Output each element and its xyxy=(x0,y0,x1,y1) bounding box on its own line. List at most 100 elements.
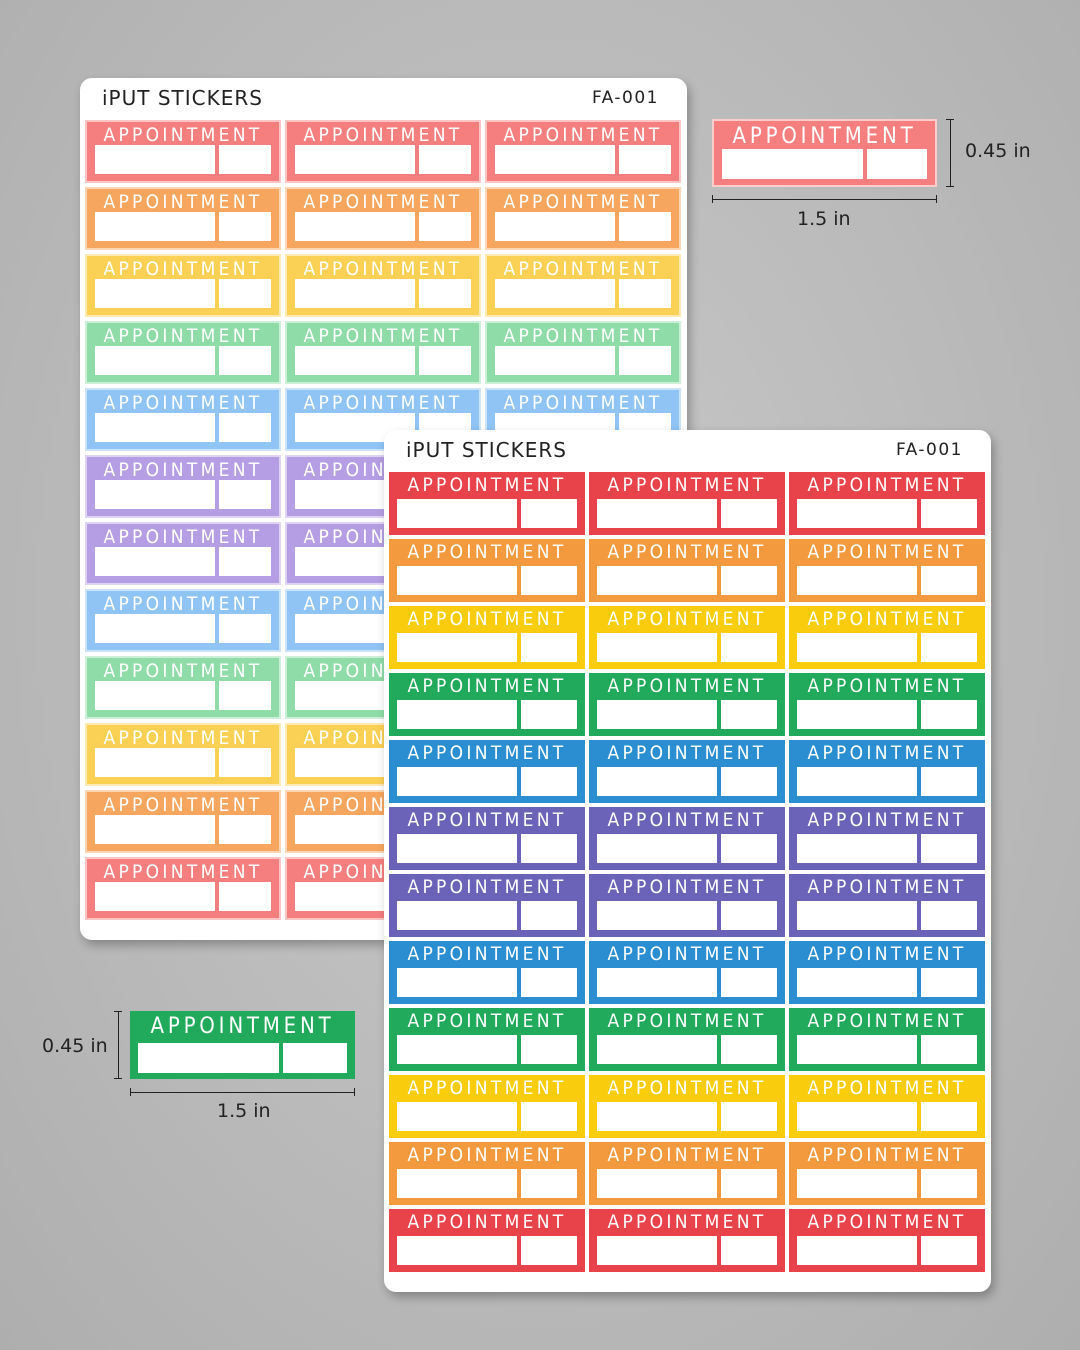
appointment-sticker: APPOINTMENT xyxy=(389,1008,585,1071)
write-box-main xyxy=(95,212,215,241)
write-box-main xyxy=(397,1035,517,1064)
sticker-label: APPOINTMENT xyxy=(407,1010,567,1032)
brand-name: iPUT STICKERS xyxy=(406,438,567,462)
appointment-sticker: APPOINTMENT xyxy=(589,472,785,535)
write-box-time xyxy=(283,1043,347,1073)
sticker-label: APPOINTMENT xyxy=(503,191,663,213)
appointment-sticker: APPOINTMENT xyxy=(789,606,985,669)
width-dimension-line xyxy=(130,1092,355,1093)
appointment-sticker: APPOINTMENT xyxy=(589,1142,785,1205)
write-box-main xyxy=(597,834,717,863)
appointment-sticker: APPOINTMENT xyxy=(589,1209,785,1272)
write-box-time xyxy=(419,279,471,308)
write-box-time xyxy=(219,480,271,509)
appointment-sticker: APPOINTMENT xyxy=(789,673,985,736)
appointment-sticker: APPOINTMENT xyxy=(589,941,785,1004)
write-box-time xyxy=(721,834,777,863)
sticker-label: APPOINTMENT xyxy=(807,541,967,563)
sticker-label: APPOINTMENT xyxy=(807,474,967,496)
appointment-sticker: APPOINTMENT xyxy=(85,120,281,183)
write-box-time xyxy=(521,1169,577,1198)
write-box-time xyxy=(721,767,777,796)
dimension-tick xyxy=(712,195,713,203)
appointment-sticker: APPOINTMENT xyxy=(389,673,585,736)
appointment-sticker: APPOINTMENT xyxy=(285,321,481,384)
write-box-main xyxy=(797,700,917,729)
write-box-main xyxy=(797,767,917,796)
write-box-main xyxy=(597,566,717,595)
sticker-label: APPOINTMENT xyxy=(407,809,567,831)
sticker-label: APPOINTMENT xyxy=(103,191,263,213)
write-box-main xyxy=(722,149,863,179)
sticker-label: APPOINTMENT xyxy=(607,876,767,898)
write-box-main xyxy=(597,700,717,729)
write-box-time xyxy=(219,815,271,844)
dimension-tick xyxy=(946,186,954,187)
sticker-label: APPOINTMENT xyxy=(607,809,767,831)
appointment-sticker: APPOINTMENT xyxy=(389,1075,585,1138)
sticker-label: APPOINTMENT xyxy=(407,474,567,496)
write-box-main xyxy=(597,1236,717,1265)
write-box-time xyxy=(521,1236,577,1265)
write-box-time xyxy=(219,614,271,643)
sticker-label: APPOINTMENT xyxy=(407,943,567,965)
write-box-time xyxy=(867,149,927,179)
dimension-tick xyxy=(936,195,937,203)
sample-sticker-bright: APPOINTMENT xyxy=(130,1011,355,1079)
appointment-sticker: APPOINTMENT xyxy=(789,874,985,937)
sticker-label: APPOINTMENT xyxy=(807,809,967,831)
appointment-sticker: APPOINTMENT xyxy=(85,589,281,652)
write-box-main xyxy=(495,346,615,375)
appointment-sticker: APPOINTMENT xyxy=(789,539,985,602)
sticker-label: APPOINTMENT xyxy=(103,593,263,615)
appointment-sticker: APPOINTMENT xyxy=(285,388,481,451)
sticker-label: APPOINTMENT xyxy=(807,608,967,630)
appointment-sticker: APPOINTMENT xyxy=(789,1142,985,1205)
sticker-label: APPOINTMENT xyxy=(407,675,567,697)
appointment-sticker: APPOINTMENT xyxy=(285,254,481,317)
write-box-main xyxy=(397,901,517,930)
write-box-time xyxy=(521,968,577,997)
write-box-time xyxy=(219,681,271,710)
appointment-sticker: APPOINTMENT xyxy=(389,472,585,535)
write-box-main xyxy=(397,633,517,662)
sticker-label: APPOINTMENT xyxy=(607,943,767,965)
write-box-time xyxy=(219,748,271,777)
sticker-label: APPOINTMENT xyxy=(807,1010,967,1032)
write-box-main xyxy=(397,700,517,729)
write-box-main xyxy=(797,633,917,662)
write-box-main xyxy=(295,212,415,241)
write-box-time xyxy=(419,346,471,375)
appointment-sticker: APPOINTMENT xyxy=(789,807,985,870)
write-box-main xyxy=(597,1035,717,1064)
sticker-label: APPOINTMENT xyxy=(807,943,967,965)
write-box-time xyxy=(619,279,671,308)
write-box-time xyxy=(721,968,777,997)
appointment-sticker: APPOINTMENT xyxy=(389,1209,585,1272)
write-box-time xyxy=(721,499,777,528)
sheet-header: iPUT STICKERS FA-001 xyxy=(384,430,991,470)
write-box-time xyxy=(219,413,271,442)
sticker-label: APPOINTMENT xyxy=(807,1077,967,1099)
write-box-time xyxy=(721,901,777,930)
write-box-main xyxy=(397,1236,517,1265)
appointment-sticker: APPOINTMENT xyxy=(485,120,681,183)
sheet-header: iPUT STICKERS FA-001 xyxy=(80,78,687,118)
write-box-time xyxy=(521,767,577,796)
write-box-time xyxy=(921,968,977,997)
sticker-label: APPOINTMENT xyxy=(103,459,263,481)
write-box-time xyxy=(721,566,777,595)
sticker-label: APPOINTMENT xyxy=(103,727,263,749)
write-box-time xyxy=(619,346,671,375)
write-box-main xyxy=(797,1102,917,1131)
sticker-label: APPOINTMENT xyxy=(503,325,663,347)
write-box-time xyxy=(921,901,977,930)
appointment-sticker: APPOINTMENT xyxy=(389,606,585,669)
appointment-sticker: APPOINTMENT xyxy=(789,1075,985,1138)
write-box-main xyxy=(95,346,215,375)
sticker-label: APPOINTMENT xyxy=(103,392,263,414)
write-box-time xyxy=(619,145,671,174)
appointment-sticker: APPOINTMENT xyxy=(789,1008,985,1071)
write-box-main xyxy=(295,145,415,174)
write-box-main xyxy=(95,882,215,911)
